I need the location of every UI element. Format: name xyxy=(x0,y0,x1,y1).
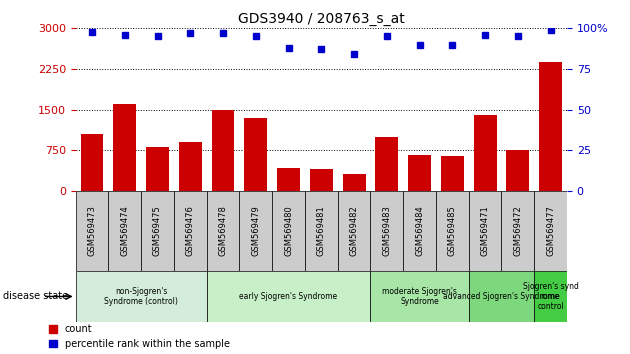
Text: GSM569482: GSM569482 xyxy=(350,206,358,256)
Bar xyxy=(239,191,272,271)
Title: GDS3940 / 208763_s_at: GDS3940 / 208763_s_at xyxy=(238,12,404,26)
Text: early Sjogren's Syndrome: early Sjogren's Syndrome xyxy=(239,292,338,301)
Bar xyxy=(76,191,108,271)
Bar xyxy=(370,191,403,271)
Text: Sjogren's synd
rome
control: Sjogren's synd rome control xyxy=(523,281,578,312)
Bar xyxy=(441,156,464,191)
Bar xyxy=(81,134,103,191)
Bar xyxy=(474,115,496,191)
Bar xyxy=(179,142,202,191)
Bar xyxy=(277,168,300,191)
Bar xyxy=(436,191,469,271)
Bar xyxy=(534,271,567,322)
Bar xyxy=(272,191,305,271)
Text: GSM569478: GSM569478 xyxy=(219,206,227,256)
Bar xyxy=(408,155,431,191)
Bar xyxy=(113,104,136,191)
Text: GSM569485: GSM569485 xyxy=(448,206,457,256)
Bar xyxy=(141,191,174,271)
Bar xyxy=(370,271,469,322)
Bar xyxy=(403,191,436,271)
Bar xyxy=(338,191,370,271)
Bar xyxy=(501,191,534,271)
Bar xyxy=(76,271,207,322)
Bar xyxy=(146,147,169,191)
Bar xyxy=(507,150,529,191)
Text: GSM569479: GSM569479 xyxy=(251,206,260,256)
Bar xyxy=(310,170,333,191)
Bar xyxy=(207,191,239,271)
Text: GSM569483: GSM569483 xyxy=(382,206,391,256)
Text: GSM569480: GSM569480 xyxy=(284,206,293,256)
Bar xyxy=(174,191,207,271)
Text: GSM569472: GSM569472 xyxy=(513,206,522,256)
Bar xyxy=(305,191,338,271)
Bar xyxy=(212,110,234,191)
Text: advanced Sjogren's Syndrome: advanced Sjogren's Syndrome xyxy=(444,292,559,301)
Bar xyxy=(539,62,562,191)
Bar xyxy=(207,271,370,322)
Text: disease state: disease state xyxy=(3,291,68,302)
Legend: count, percentile rank within the sample: count, percentile rank within the sample xyxy=(49,324,229,349)
Text: GSM569473: GSM569473 xyxy=(88,206,96,256)
Text: GSM569471: GSM569471 xyxy=(481,206,490,256)
Bar xyxy=(244,118,267,191)
Text: GSM569474: GSM569474 xyxy=(120,206,129,256)
Text: GSM569484: GSM569484 xyxy=(415,206,424,256)
Text: non-Sjogren's
Syndrome (control): non-Sjogren's Syndrome (control) xyxy=(104,287,178,306)
Bar xyxy=(534,191,567,271)
Bar xyxy=(108,191,141,271)
Bar xyxy=(469,271,534,322)
Text: GSM569475: GSM569475 xyxy=(153,206,162,256)
Text: GSM569476: GSM569476 xyxy=(186,206,195,256)
Text: moderate Sjogren's
Syndrome: moderate Sjogren's Syndrome xyxy=(382,287,457,306)
Bar xyxy=(375,137,398,191)
Text: GSM569477: GSM569477 xyxy=(546,206,555,256)
Text: GSM569481: GSM569481 xyxy=(317,206,326,256)
Bar xyxy=(343,174,365,191)
Bar xyxy=(469,191,501,271)
